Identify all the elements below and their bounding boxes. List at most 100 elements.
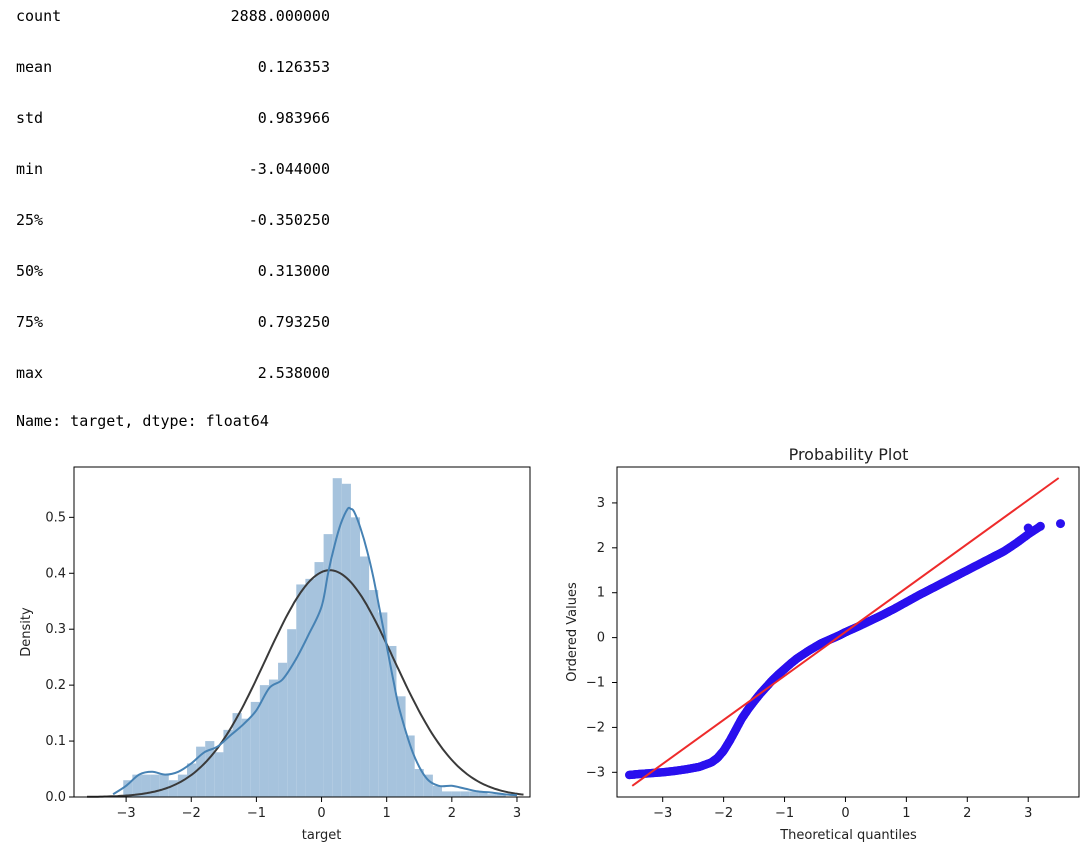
stat-value: 2888.000000 — [230, 7, 330, 25]
x-axis-label: target — [302, 828, 342, 843]
histogram-bars — [123, 478, 506, 797]
histogram-bar — [369, 590, 379, 797]
histogram-bar — [423, 774, 433, 797]
histogram-bar — [360, 556, 370, 797]
histogram-bar — [487, 794, 497, 797]
y-axis-label: Density — [19, 607, 34, 657]
histogram-bar — [214, 752, 224, 797]
y-tick-label: 0.5 — [45, 510, 66, 525]
stat-key: mean — [16, 58, 53, 76]
y-tick-label: 0.2 — [45, 678, 66, 693]
y-tick-label: 0.0 — [45, 790, 66, 805]
x-tick-label: 2 — [448, 806, 456, 821]
x-axis-label: Theoretical quantiles — [779, 828, 917, 843]
x-tick-label: −3 — [117, 806, 136, 821]
histogram-bar — [432, 785, 442, 797]
quantile-point — [1035, 521, 1045, 531]
histogram-bar — [496, 794, 506, 797]
y-tick-label: 0.3 — [45, 622, 66, 637]
histogram-bar — [287, 629, 297, 797]
y-tick-label: −3 — [586, 765, 605, 780]
y-tick-label: −1 — [586, 676, 605, 691]
y-tick-label: −2 — [586, 720, 605, 735]
x-tick-label: 0 — [317, 806, 325, 821]
quantile-point — [1056, 519, 1066, 529]
stat-value: 0.126353 — [257, 58, 330, 76]
histogram-bar — [141, 774, 151, 797]
histogram-bar — [296, 584, 306, 797]
histogram-bar — [205, 741, 215, 797]
histogram-bar — [232, 713, 242, 797]
normal-fit-line — [87, 569, 524, 798]
plot-frame — [73, 466, 531, 798]
y-tick-label: 0.4 — [45, 566, 66, 581]
stat-key: std — [16, 109, 44, 127]
quantile-point — [1023, 523, 1033, 533]
histogram-bar — [250, 701, 260, 797]
y-axis-label: Ordered Values — [565, 582, 580, 682]
stat-key: min — [16, 160, 44, 178]
stat-value: 0.983966 — [257, 109, 330, 127]
histogram-bar — [378, 612, 388, 797]
stat-key: 25% — [16, 211, 44, 229]
histogram-bar — [314, 562, 324, 797]
x-tick-label: 3 — [1024, 806, 1032, 821]
stat-value: 0.313000 — [257, 262, 330, 280]
x-tick-label: 0 — [841, 806, 849, 821]
histogram-bar — [350, 517, 361, 797]
probability-plot: −3 −2 −1 0 1 2 3 −3 −2 −1 0 1 2 3 Probability Plot Theo… — [565, 445, 1080, 843]
x-tick-label: −2 — [182, 806, 201, 821]
y-tick-label: 0.1 — [45, 734, 66, 749]
x-tick-label: −1 — [775, 806, 794, 821]
histogram-bar — [478, 791, 488, 797]
x-tick-label: 2 — [963, 806, 971, 821]
stat-value: -3.044000 — [248, 160, 330, 178]
histogram-bar — [387, 645, 397, 797]
histogram-bar — [341, 483, 351, 797]
quantile-points — [625, 519, 1066, 780]
histogram-bar — [278, 662, 288, 797]
stat-value: 2.538000 — [257, 364, 330, 382]
histogram-bar — [186, 763, 197, 797]
stat-key: 75% — [16, 313, 44, 331]
histogram-bar — [451, 791, 461, 797]
stat-value: -0.350250 — [248, 211, 330, 229]
histogram-bar — [241, 718, 251, 797]
histogram-bar — [460, 791, 470, 797]
histogram-bar — [441, 791, 452, 797]
x-tick-label: 1 — [902, 806, 910, 821]
histogram-bar — [132, 774, 142, 797]
x-tick-label: −1 — [247, 806, 266, 821]
histogram-bar — [196, 746, 206, 797]
stat-key: 50% — [16, 262, 44, 280]
stat-key: count — [16, 7, 62, 25]
histogram-bar — [177, 774, 187, 797]
histogram-bar — [159, 774, 169, 797]
histogram-bar — [268, 679, 279, 797]
histogram-bar — [396, 696, 406, 797]
histogram-bar — [150, 774, 160, 797]
plot-frame — [616, 466, 1080, 798]
y-tick-label: 3 — [597, 496, 605, 511]
histogram-bar — [305, 578, 315, 797]
y-tick-label: 2 — [597, 541, 605, 556]
histogram-bar — [332, 478, 342, 797]
y-tick-label: 0 — [597, 631, 605, 646]
distribution-plot: −3 −2 −1 0 1 2 3 0.0 0.1 0.2 0.3 0.4 0.5 target Densit… — [19, 466, 531, 843]
stat-key: max — [16, 364, 44, 382]
describe-footer: Name: target, dtype: float64 — [16, 412, 269, 430]
fit-line — [631, 477, 1060, 787]
histogram-bar — [323, 534, 333, 797]
y-tick-label: 1 — [597, 586, 605, 601]
stat-value: 0.793250 — [257, 313, 330, 331]
histogram-bar — [223, 729, 233, 797]
x-tick-label: −2 — [714, 806, 733, 821]
histogram-bar — [123, 780, 133, 797]
histogram-bar — [414, 769, 424, 797]
histogram-bar — [405, 735, 415, 797]
histogram-bar — [168, 780, 178, 797]
kde-line — [112, 506, 518, 797]
histogram-bar — [469, 791, 479, 797]
x-tick-label: −3 — [653, 806, 672, 821]
x-tick-label: 1 — [383, 806, 391, 821]
